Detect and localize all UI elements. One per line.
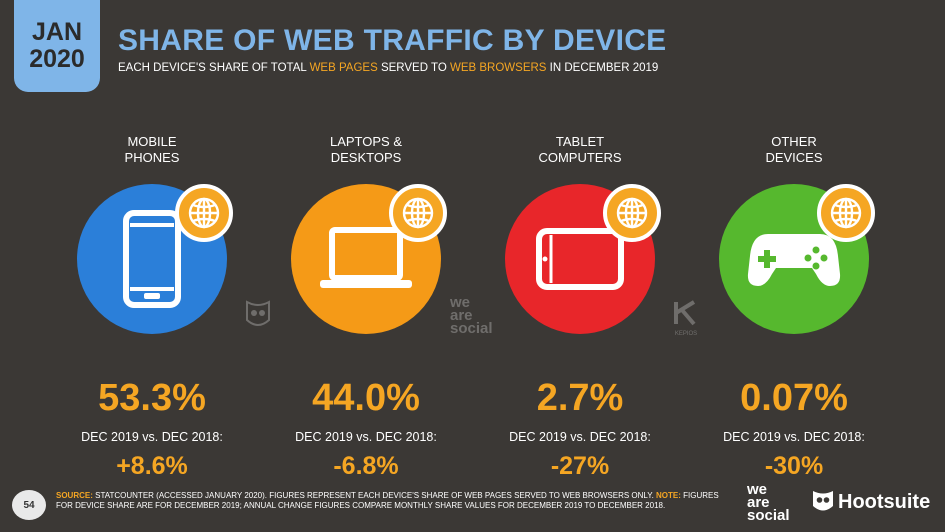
change-value: -30%	[764, 452, 824, 480]
category-label: LAPTOPS & DESKTOPS	[266, 134, 466, 168]
subtitle-pre: EACH DEVICE'S SHARE OF TOTAL	[118, 62, 310, 74]
page-title: SHARE OF WEB TRAFFIC BY DEVICE	[118, 24, 667, 57]
device-circle-wrap	[291, 184, 447, 334]
globe-badge	[817, 184, 875, 242]
date-badge: JAN 2020	[14, 0, 100, 92]
we-are-social-watermark: we are social	[450, 294, 493, 337]
globe-badge	[603, 184, 661, 242]
globe-badge	[175, 184, 233, 242]
watermark-are: are	[450, 307, 473, 324]
globe-icon	[402, 197, 434, 229]
change-label: DEC 2019 vs. DEC 2018:	[509, 430, 651, 444]
category-label-line1: LAPTOPS &	[329, 134, 402, 149]
owl-icon	[813, 491, 833, 511]
panel-laptops-desktops: LAPTOPS & DESKTOPS 44.0% DEC 2019 vs. DE…	[266, 134, 466, 481]
gamepad-icon	[747, 234, 841, 286]
share-value: 0.07%	[740, 377, 848, 419]
category-label-line1: MOBILE	[127, 134, 177, 149]
note-label: NOTE:	[656, 491, 681, 500]
footer-source: SOURCE: STATCOUNTER (ACCESSED JANUARY 20…	[56, 491, 736, 511]
category-label: OTHER DEVICES	[694, 134, 894, 168]
subtitle-post: IN DECEMBER 2019	[546, 62, 659, 74]
device-circle-wrap	[505, 184, 661, 334]
logo-we-text: we	[747, 481, 768, 498]
kepios-logo-icon	[674, 300, 696, 326]
badge-year: 2020	[29, 45, 85, 73]
change-label: DEC 2019 vs. DEC 2018:	[81, 430, 223, 444]
change-value: -6.8%	[333, 452, 399, 480]
tablet-icon	[536, 228, 624, 290]
hootsuite-owl-watermark	[245, 300, 271, 335]
share-value: 53.3%	[98, 377, 206, 419]
change-value: +8.6%	[116, 452, 188, 480]
page-subtitle: EACH DEVICE'S SHARE OF TOTAL WEB PAGES S…	[118, 62, 658, 74]
device-circle-wrap	[77, 184, 233, 334]
device-circle-wrap	[719, 184, 875, 334]
share-value: 2.7%	[536, 377, 624, 419]
change-value: -27%	[550, 452, 610, 480]
globe-badge	[389, 184, 447, 242]
globe-icon	[188, 197, 220, 229]
globe-icon	[616, 197, 648, 229]
category-label-line1: TABLET	[555, 134, 605, 149]
kepios-label: KEPIOS	[674, 331, 698, 337]
logo-social-text: social	[747, 507, 790, 524]
kepios-watermark: KEPIOS	[674, 300, 698, 337]
source-text: STATCOUNTER (ACCESSED JANUARY 2020). FIG…	[92, 491, 657, 500]
change-label: DEC 2019 vs. DEC 2018:	[723, 430, 865, 444]
category-label-line1: OTHER	[771, 134, 817, 149]
page-number: 54	[12, 490, 46, 520]
globe-icon	[830, 197, 862, 229]
category-label: TABLET COMPUTERS	[480, 134, 680, 168]
change-label: DEC 2019 vs. DEC 2018:	[295, 430, 437, 444]
badge-month: JAN	[31, 18, 82, 46]
subtitle-highlight-2: WEB BROWSERS	[449, 62, 547, 74]
owl-icon	[246, 300, 270, 326]
panel-tablet-computers: TABLET COMPUTERS 2.7% DEC 2019 vs. DEC 2…	[480, 134, 680, 481]
category-label: MOBILE PHONES	[52, 134, 252, 168]
watermark-we: we	[450, 294, 471, 311]
logo-are-text: are	[747, 494, 770, 511]
category-label-line2: DEVICES	[765, 150, 823, 165]
category-label-line2: DESKTOPS	[330, 150, 402, 165]
note-text: FIGURES FOR DEVICE SHARE ARE FOR DECEMBE…	[56, 491, 719, 510]
hootsuite-text: Hootsuite	[838, 490, 931, 513]
panel-other-devices: OTHER DEVICES 0.07% DEC 201	[694, 134, 894, 481]
panel-mobile-phones: MOBILE PHONES 53.3% DEC 2019 vs. DEC 201…	[52, 134, 252, 481]
we-are-social-logo: we are social	[747, 481, 790, 524]
subtitle-mid: SERVED TO	[377, 62, 450, 74]
category-label-line2: COMPUTERS	[538, 150, 622, 165]
smartphone-icon	[123, 210, 181, 308]
watermark-social: social	[450, 320, 493, 337]
source-label: SOURCE:	[56, 491, 93, 500]
subtitle-highlight-1: WEB PAGES	[309, 62, 378, 74]
laptop-icon	[320, 227, 412, 288]
hootsuite-logo: Hootsuite	[812, 490, 930, 514]
category-label-line2: PHONES	[124, 150, 180, 165]
share-value: 44.0%	[312, 377, 420, 419]
